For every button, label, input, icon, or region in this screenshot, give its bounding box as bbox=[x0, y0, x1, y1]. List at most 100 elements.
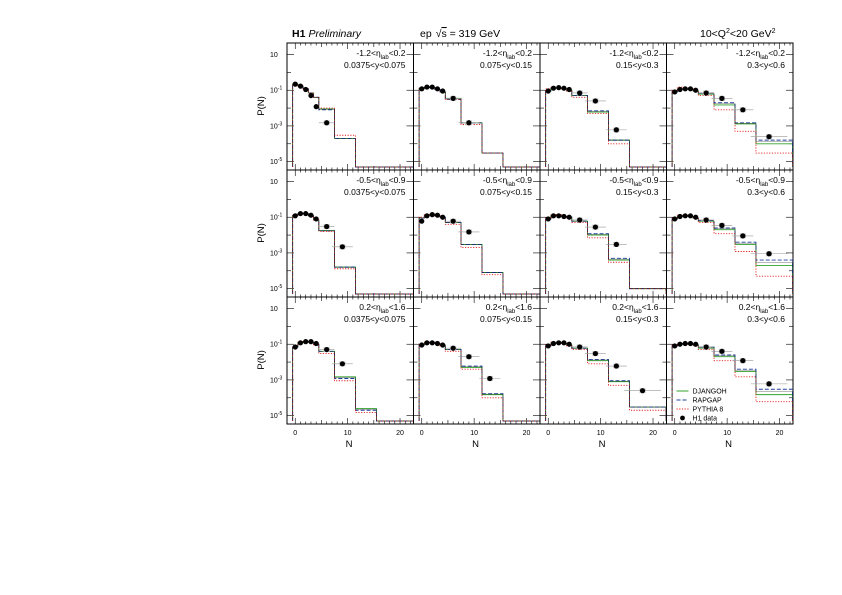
histogram-pythia bbox=[292, 212, 414, 295]
histogram-outline bbox=[292, 213, 414, 295]
data-point bbox=[297, 210, 304, 217]
y-tick-base: 10 bbox=[270, 159, 278, 166]
legend-entry-3: H1 data bbox=[693, 416, 718, 423]
histogram-rapgap bbox=[671, 343, 794, 422]
y-range-label: 0.15<y<0.3 bbox=[616, 60, 659, 70]
eta-lo: 0.2<η bbox=[739, 302, 761, 312]
eta-lo: 0.2<η bbox=[612, 302, 634, 312]
histogram-rapgap bbox=[671, 215, 794, 295]
data-point bbox=[566, 214, 572, 220]
data-point bbox=[687, 340, 694, 347]
data-point bbox=[434, 340, 441, 347]
histogram-outline bbox=[545, 342, 667, 422]
eta-hi: <0.9 bbox=[642, 175, 659, 185]
y-range-label: 0.0375<y<0.075 bbox=[344, 314, 406, 324]
data-point bbox=[292, 213, 298, 219]
data-point bbox=[592, 350, 598, 357]
histogram-pythia bbox=[545, 86, 667, 168]
data-point bbox=[561, 85, 567, 91]
data-point bbox=[308, 339, 314, 345]
data-point bbox=[687, 213, 694, 219]
eta-hi: <0.2 bbox=[768, 48, 785, 58]
eta-range-label: 0.2<ηlab<1.6 bbox=[359, 302, 406, 315]
data-point bbox=[566, 341, 572, 347]
data-point bbox=[766, 134, 772, 140]
data-point bbox=[682, 340, 688, 347]
data-point bbox=[592, 98, 598, 104]
data-point bbox=[550, 213, 557, 219]
histogram-outline bbox=[418, 214, 540, 295]
x-tick-label: 10 bbox=[344, 430, 352, 437]
y-range-label: 0.0375<y<0.075 bbox=[344, 187, 406, 197]
q2-sup: 2 bbox=[726, 28, 730, 35]
eta-lo: -0.5<η bbox=[609, 175, 634, 185]
x-tick-label: 20 bbox=[649, 430, 657, 437]
eta-lo: -0.5<η bbox=[356, 175, 381, 185]
data-point bbox=[550, 85, 557, 91]
histogram-outline bbox=[292, 341, 414, 422]
eta-sub: lab bbox=[634, 309, 643, 315]
histogram-rapgap bbox=[418, 86, 540, 168]
histogram-djangoh bbox=[671, 88, 794, 168]
data-point bbox=[466, 120, 472, 126]
data-point bbox=[672, 343, 678, 349]
histogram-rapgap bbox=[545, 342, 667, 422]
eta-range-label: -1.2<ηlab<0.2 bbox=[609, 48, 658, 61]
y-range-label: 0.15<y<0.3 bbox=[616, 314, 659, 324]
histogram-djangoh bbox=[418, 342, 540, 422]
panel-1-1: -0.5<ηlab<0.90.075<y<0.15 bbox=[413, 169, 541, 298]
histogram-outline bbox=[418, 342, 540, 422]
y-range-label: 0.075<y<0.15 bbox=[480, 314, 532, 324]
y-tick-base: 10 bbox=[270, 286, 278, 293]
data-point bbox=[566, 86, 572, 93]
histogram-outline bbox=[545, 215, 667, 295]
data-point bbox=[693, 214, 699, 220]
data-point bbox=[434, 86, 441, 92]
eta-hi: <0.9 bbox=[389, 175, 406, 185]
y-tick-label: 10-1 bbox=[270, 86, 282, 95]
histogram-outline bbox=[292, 83, 414, 168]
y-tick-label: 10-3 bbox=[270, 375, 282, 384]
x-tick-label: 20 bbox=[776, 430, 784, 437]
y-tick-base: 10 bbox=[270, 215, 278, 222]
eta-range-label: 0.2<ηlab<1.6 bbox=[739, 302, 786, 315]
data-point bbox=[693, 87, 699, 93]
eta-sub: lab bbox=[634, 182, 643, 188]
histogram-outline bbox=[545, 87, 667, 168]
histogram-rapgap bbox=[292, 213, 414, 295]
data-point bbox=[687, 86, 694, 92]
status-label: Preliminary bbox=[308, 28, 361, 40]
eta-hi: <1.6 bbox=[768, 302, 785, 312]
data-point bbox=[613, 127, 619, 133]
eta-sub: lab bbox=[381, 309, 390, 315]
data-point bbox=[545, 216, 551, 222]
data-point bbox=[313, 340, 319, 347]
panel-0-1: -1.2<ηlab<0.20.075<y<0.15 bbox=[413, 42, 541, 171]
data-point bbox=[639, 388, 646, 394]
eta-sub: lab bbox=[381, 182, 390, 188]
y-tick-label: 10-1 bbox=[270, 213, 282, 222]
data-point bbox=[561, 340, 567, 346]
histogram-outline bbox=[418, 86, 540, 168]
histogram-pythia bbox=[671, 342, 794, 422]
histogram-pythia bbox=[671, 214, 794, 295]
data-point bbox=[313, 104, 319, 110]
y-axis-label: P(N) bbox=[256, 96, 267, 116]
eta-hi: <1.6 bbox=[642, 302, 659, 312]
data-point bbox=[466, 354, 472, 360]
data-point bbox=[297, 83, 304, 89]
histogram-pythia bbox=[545, 214, 667, 295]
data-point bbox=[677, 86, 683, 93]
y-tick-exponent: -5 bbox=[278, 157, 283, 163]
data-point bbox=[324, 223, 330, 230]
histogram-djangoh bbox=[545, 342, 667, 422]
eta-hi: <0.9 bbox=[768, 175, 785, 185]
data-point bbox=[577, 217, 583, 223]
energy-sqrt-symbol: √ bbox=[436, 28, 442, 40]
panel-0-0: 1010-110-310-5P(N)-1.2<ηlab<0.20.0375<y<… bbox=[256, 42, 414, 171]
data-point bbox=[303, 339, 309, 345]
histogram-rapgap bbox=[671, 88, 794, 168]
y-tick-exponent: -1 bbox=[278, 340, 283, 346]
energy-s: s bbox=[441, 28, 446, 40]
eta-range-label: 0.2<ηlab<1.6 bbox=[612, 302, 659, 315]
